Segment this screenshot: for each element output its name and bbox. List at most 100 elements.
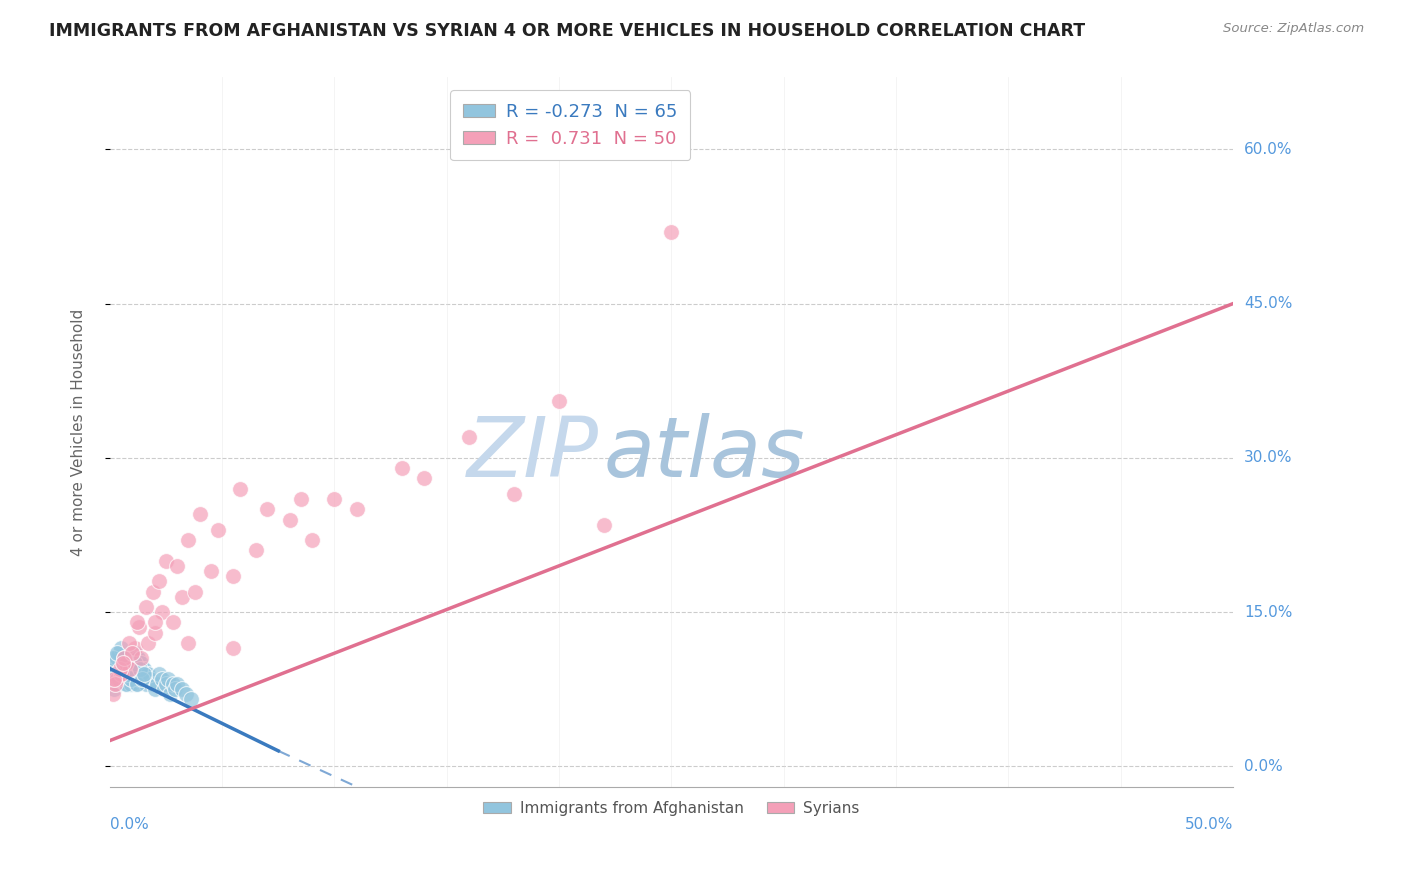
- Point: [120, 662, 142, 676]
- Point: [458, 430, 481, 444]
- Point: [124, 641, 146, 656]
- Point: [170, 682, 193, 697]
- Point: [103, 657, 125, 671]
- Point: [114, 662, 136, 676]
- Point: [177, 533, 200, 547]
- Text: 45.0%: 45.0%: [1244, 296, 1292, 311]
- Point: [132, 662, 155, 676]
- Point: [103, 672, 125, 686]
- Point: [110, 641, 132, 656]
- Point: [180, 692, 202, 706]
- Point: [128, 620, 150, 634]
- Point: [166, 677, 188, 691]
- Point: [278, 512, 301, 526]
- Point: [125, 615, 148, 630]
- Point: [245, 543, 267, 558]
- Point: [114, 651, 136, 665]
- Point: [143, 625, 166, 640]
- Point: [122, 666, 145, 681]
- Point: [141, 584, 163, 599]
- Point: [107, 666, 129, 681]
- Point: [125, 662, 148, 676]
- Point: [177, 636, 200, 650]
- Point: [103, 687, 125, 701]
- Point: [290, 491, 312, 506]
- Text: Source: ZipAtlas.com: Source: ZipAtlas.com: [1223, 22, 1364, 36]
- Point: [121, 672, 143, 686]
- Point: [301, 533, 323, 547]
- Point: [118, 657, 141, 671]
- Text: 0.0%: 0.0%: [110, 817, 149, 832]
- Point: [159, 687, 181, 701]
- Point: [110, 662, 132, 676]
- Point: [207, 523, 229, 537]
- Point: [174, 687, 197, 701]
- Point: [125, 677, 148, 691]
- Point: [146, 677, 169, 691]
- Point: [120, 662, 142, 676]
- Y-axis label: 4 or more Vehicles in Household: 4 or more Vehicles in Household: [72, 309, 86, 556]
- Point: [112, 651, 135, 665]
- Point: [127, 677, 149, 691]
- Point: [548, 394, 571, 409]
- Point: [155, 677, 177, 691]
- Point: [108, 646, 131, 660]
- Point: [104, 666, 127, 681]
- Point: [323, 491, 346, 506]
- Point: [132, 666, 155, 681]
- Point: [391, 461, 413, 475]
- Point: [129, 657, 152, 671]
- Point: [148, 574, 170, 589]
- Point: [112, 672, 135, 686]
- Point: [105, 651, 128, 665]
- Point: [166, 558, 188, 573]
- Point: [135, 677, 157, 691]
- Text: 60.0%: 60.0%: [1244, 142, 1292, 157]
- Point: [108, 672, 131, 686]
- Point: [256, 502, 278, 516]
- Point: [163, 682, 186, 697]
- Point: [110, 666, 132, 681]
- Point: [162, 615, 184, 630]
- Point: [103, 682, 125, 697]
- Point: [152, 682, 174, 697]
- Point: [111, 657, 134, 671]
- Point: [101, 651, 124, 665]
- Point: [114, 651, 136, 665]
- Point: [115, 677, 138, 691]
- Text: atlas: atlas: [605, 413, 806, 494]
- Point: [127, 651, 149, 665]
- Text: 30.0%: 30.0%: [1244, 450, 1292, 466]
- Point: [105, 646, 128, 660]
- Text: 0.0%: 0.0%: [1244, 759, 1282, 773]
- Point: [124, 657, 146, 671]
- Legend: Immigrants from Afghanistan, Syrians: Immigrants from Afghanistan, Syrians: [477, 795, 866, 822]
- Point: [104, 662, 127, 676]
- Point: [117, 666, 139, 681]
- Point: [121, 662, 143, 676]
- Point: [143, 682, 166, 697]
- Point: [141, 677, 163, 691]
- Point: [129, 651, 152, 665]
- Point: [118, 636, 141, 650]
- Point: [120, 677, 142, 691]
- Text: ZIP: ZIP: [467, 413, 599, 494]
- Point: [157, 672, 180, 686]
- Point: [136, 636, 159, 650]
- Point: [162, 677, 184, 691]
- Point: [184, 584, 207, 599]
- Point: [105, 677, 128, 691]
- Point: [108, 672, 131, 686]
- Text: 15.0%: 15.0%: [1244, 605, 1292, 620]
- Point: [124, 646, 146, 660]
- Point: [148, 666, 170, 681]
- Point: [150, 672, 173, 686]
- Point: [135, 599, 157, 614]
- Point: [104, 677, 127, 691]
- Point: [128, 662, 150, 676]
- Point: [103, 672, 125, 686]
- Point: [136, 666, 159, 681]
- Point: [129, 666, 152, 681]
- Point: [108, 662, 131, 676]
- Point: [503, 487, 526, 501]
